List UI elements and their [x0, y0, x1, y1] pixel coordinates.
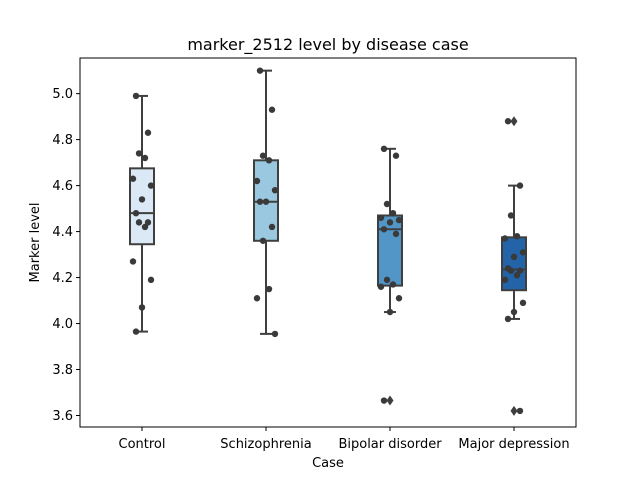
data-point: [510, 308, 518, 316]
data-point: [516, 407, 524, 415]
data-point: [147, 276, 155, 284]
data-point: [147, 182, 155, 189]
data-point: [259, 237, 267, 244]
iqr-box: [129, 167, 155, 246]
data-point: [265, 157, 273, 164]
y-tick-label: 3.8: [52, 363, 73, 378]
y-tick-label: 4.2: [52, 271, 73, 286]
data-point: [138, 304, 146, 311]
data-point: [129, 258, 137, 265]
data-point: [129, 175, 137, 182]
data-point: [132, 328, 140, 335]
data-point: [262, 198, 270, 205]
y-tick-label: 4.6: [52, 179, 73, 194]
x-tick-label: Bipolar disorder: [338, 437, 442, 452]
data-point: [392, 230, 400, 238]
y-tick-label: 3.6: [52, 409, 73, 424]
data-point: [271, 330, 279, 338]
data-point: [271, 186, 279, 194]
data-point: [513, 272, 521, 279]
data-point: [395, 216, 403, 224]
data-point: [256, 198, 264, 205]
data-point: [504, 315, 512, 323]
data-point: [377, 214, 385, 221]
data-point: [256, 67, 264, 74]
swarm-points: [253, 67, 279, 338]
data-point: [389, 281, 397, 288]
data-point: [141, 223, 149, 231]
data-point: [268, 106, 276, 113]
iqr-box: [377, 214, 403, 287]
data-point: [392, 152, 400, 159]
data-point: [135, 219, 143, 226]
data-point: [386, 308, 394, 316]
data-point: [141, 154, 149, 162]
data-point: [265, 285, 273, 293]
data-point: [383, 276, 391, 284]
data-point: [516, 182, 524, 189]
data-point: [132, 92, 140, 100]
data-point: [253, 177, 261, 185]
data-point: [507, 267, 515, 274]
data-point: [253, 295, 261, 302]
data-point: [389, 209, 397, 217]
y-tick-label: 4.8: [52, 133, 73, 148]
x-tick-label: Control: [119, 437, 166, 452]
chart-title: marker_2512 level by disease case: [187, 35, 468, 55]
outlier-marker: [386, 395, 394, 406]
x-tick-label: Major depression: [458, 437, 569, 452]
data-point: [519, 249, 527, 256]
y-axis-ticks: 3.6 3.8 4.0 4.2 4.4 4.6 4.8 5.0: [52, 87, 80, 424]
chart-marks: [129, 67, 527, 416]
x-axis-label: Case: [312, 456, 344, 471]
swarm-points: [377, 145, 403, 404]
y-axis-label: Marker level: [28, 203, 43, 283]
data-point: [513, 232, 521, 240]
data-point: [519, 299, 527, 307]
data-point: [132, 209, 140, 217]
outlier-marker: [510, 405, 518, 416]
data-point: [377, 283, 385, 290]
data-point: [268, 223, 276, 231]
data-point: [380, 226, 388, 233]
swarm-points: [501, 118, 527, 415]
data-point: [504, 118, 512, 125]
plot-area: [80, 58, 576, 427]
data-point: [138, 196, 146, 203]
data-point: [395, 295, 403, 302]
x-tick-label: Schizophrenia: [220, 437, 311, 452]
data-point: [144, 129, 152, 136]
data-point: [135, 150, 143, 157]
data-point: [510, 253, 518, 261]
data-point: [507, 212, 515, 219]
data-point: [259, 152, 267, 159]
swarm-points: [129, 92, 155, 335]
data-point: [501, 235, 509, 242]
data-point: [383, 200, 391, 208]
outlier-marker: [510, 116, 518, 127]
data-point: [380, 145, 388, 153]
data-point: [380, 397, 388, 404]
data-point: [144, 219, 152, 226]
y-tick-label: 5.0: [52, 87, 73, 102]
plot-frame: [79, 57, 577, 428]
y-tick-label: 4.4: [52, 225, 73, 240]
x-axis-ticks: Control Schizophrenia Bipolar disorder Majo…: [119, 427, 570, 452]
data-point: [516, 267, 524, 274]
y-tick-label: 4.0: [52, 317, 73, 332]
data-point: [501, 276, 509, 284]
data-point: [386, 219, 394, 226]
